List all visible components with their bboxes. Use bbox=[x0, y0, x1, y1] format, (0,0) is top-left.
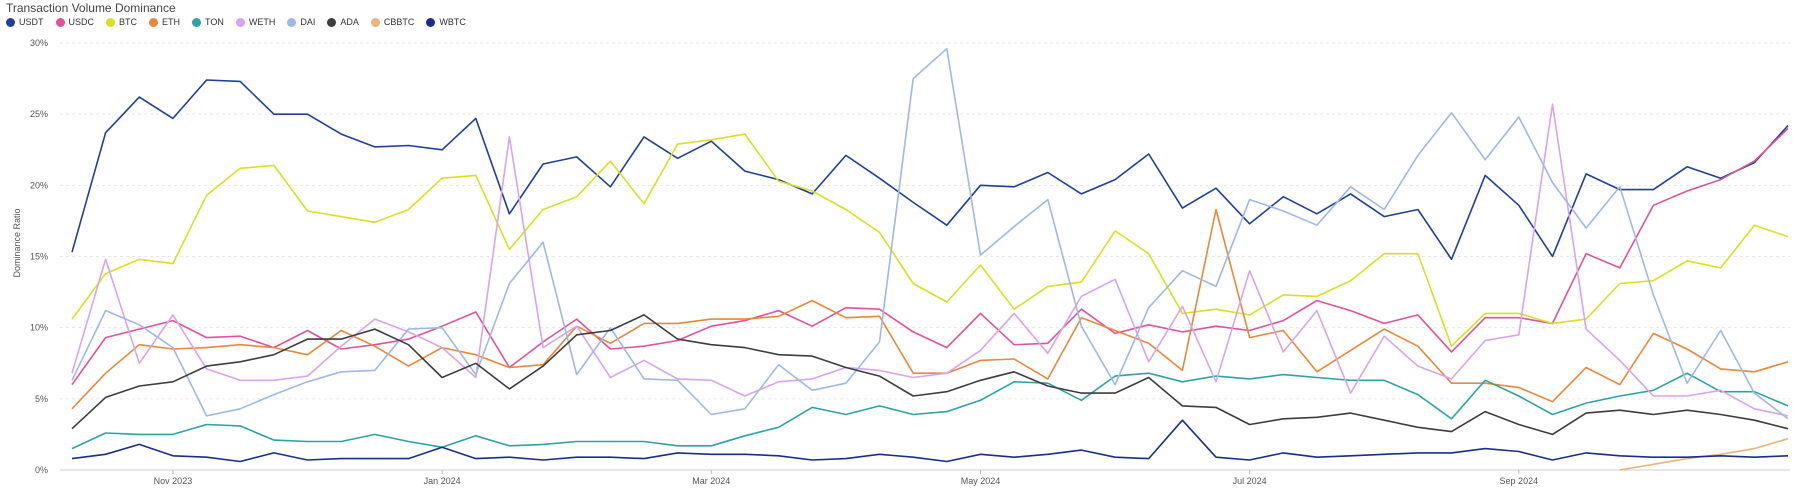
chart-legend: USDT USDC BTC ETH TON WETH DAI ADA CBBTC WBTC bbox=[6, 17, 466, 27]
legend-item-cbbtc[interactable]: CBBTC bbox=[370, 17, 415, 27]
chart-title: Transaction Volume Dominance bbox=[6, 1, 176, 15]
x-tick-label: May 2024 bbox=[961, 476, 1001, 486]
legend-swatch bbox=[6, 17, 15, 27]
legend-swatch bbox=[192, 17, 202, 27]
legend-swatch bbox=[149, 17, 159, 27]
legend-label: CBBTC bbox=[383, 17, 415, 27]
x-tick-label: Jul 2024 bbox=[1233, 476, 1267, 486]
series-line-eth[interactable] bbox=[71, 208, 1789, 410]
legend-swatch bbox=[426, 17, 436, 27]
legend-label: TON bbox=[205, 17, 224, 27]
legend-label: ETH bbox=[162, 17, 181, 27]
legend-label: WETH bbox=[248, 17, 276, 27]
legend-label: BTC bbox=[119, 17, 138, 27]
legend-item-ton[interactable]: TON bbox=[192, 17, 224, 27]
x-tick-label: Mar 2024 bbox=[692, 476, 730, 486]
legend-label: ADA bbox=[340, 17, 359, 27]
x-tick-label: Jan 2024 bbox=[424, 476, 461, 486]
legend-item-btc[interactable]: BTC bbox=[106, 17, 137, 27]
series-line-dai[interactable] bbox=[71, 47, 1789, 420]
series-line-wbtc[interactable] bbox=[71, 419, 1789, 463]
legend-swatch bbox=[55, 17, 65, 27]
legend-label: USDT bbox=[19, 17, 44, 27]
series-line-ada[interactable] bbox=[71, 314, 1789, 436]
series-line-usdc[interactable] bbox=[71, 127, 1789, 386]
legend-item-ada[interactable]: ADA bbox=[327, 17, 359, 27]
y-tick-label: 5% bbox=[35, 394, 48, 404]
y-tick-label: 0% bbox=[35, 465, 48, 475]
series-line-cbbtc[interactable] bbox=[1619, 437, 1789, 471]
y-tick-label: 20% bbox=[30, 180, 48, 190]
y-tick-label: 30% bbox=[30, 38, 48, 48]
legend-swatch bbox=[106, 17, 116, 27]
legend-item-wbtc[interactable]: WBTC bbox=[426, 17, 466, 27]
x-tick-label: Sep 2024 bbox=[1500, 476, 1539, 486]
legend-item-weth[interactable]: WETH bbox=[235, 17, 276, 27]
series-line-usdt[interactable] bbox=[71, 79, 1789, 261]
series-line-weth[interactable] bbox=[71, 103, 1789, 417]
series-line-btc[interactable] bbox=[71, 133, 1789, 347]
legend-swatch bbox=[327, 17, 337, 27]
legend-item-usdc[interactable]: USDC bbox=[55, 17, 95, 27]
legend-label: WBTC bbox=[439, 17, 466, 27]
legend-item-usdt[interactable]: USDT bbox=[6, 17, 44, 27]
y-tick-label: 25% bbox=[30, 109, 48, 119]
legend-label: DAI bbox=[300, 17, 316, 27]
legend-swatch bbox=[370, 17, 380, 27]
y-tick-label: 15% bbox=[30, 252, 48, 262]
legend-swatch bbox=[235, 17, 245, 27]
y-tick-label: 10% bbox=[30, 323, 48, 333]
legend-swatch bbox=[287, 17, 297, 27]
legend-item-dai[interactable]: DAI bbox=[287, 17, 315, 27]
legend-label: USDC bbox=[68, 17, 95, 27]
x-tick-label: Nov 2023 bbox=[154, 476, 193, 486]
legend-item-eth[interactable]: ETH bbox=[149, 17, 180, 27]
series-line-ton[interactable] bbox=[71, 372, 1789, 450]
